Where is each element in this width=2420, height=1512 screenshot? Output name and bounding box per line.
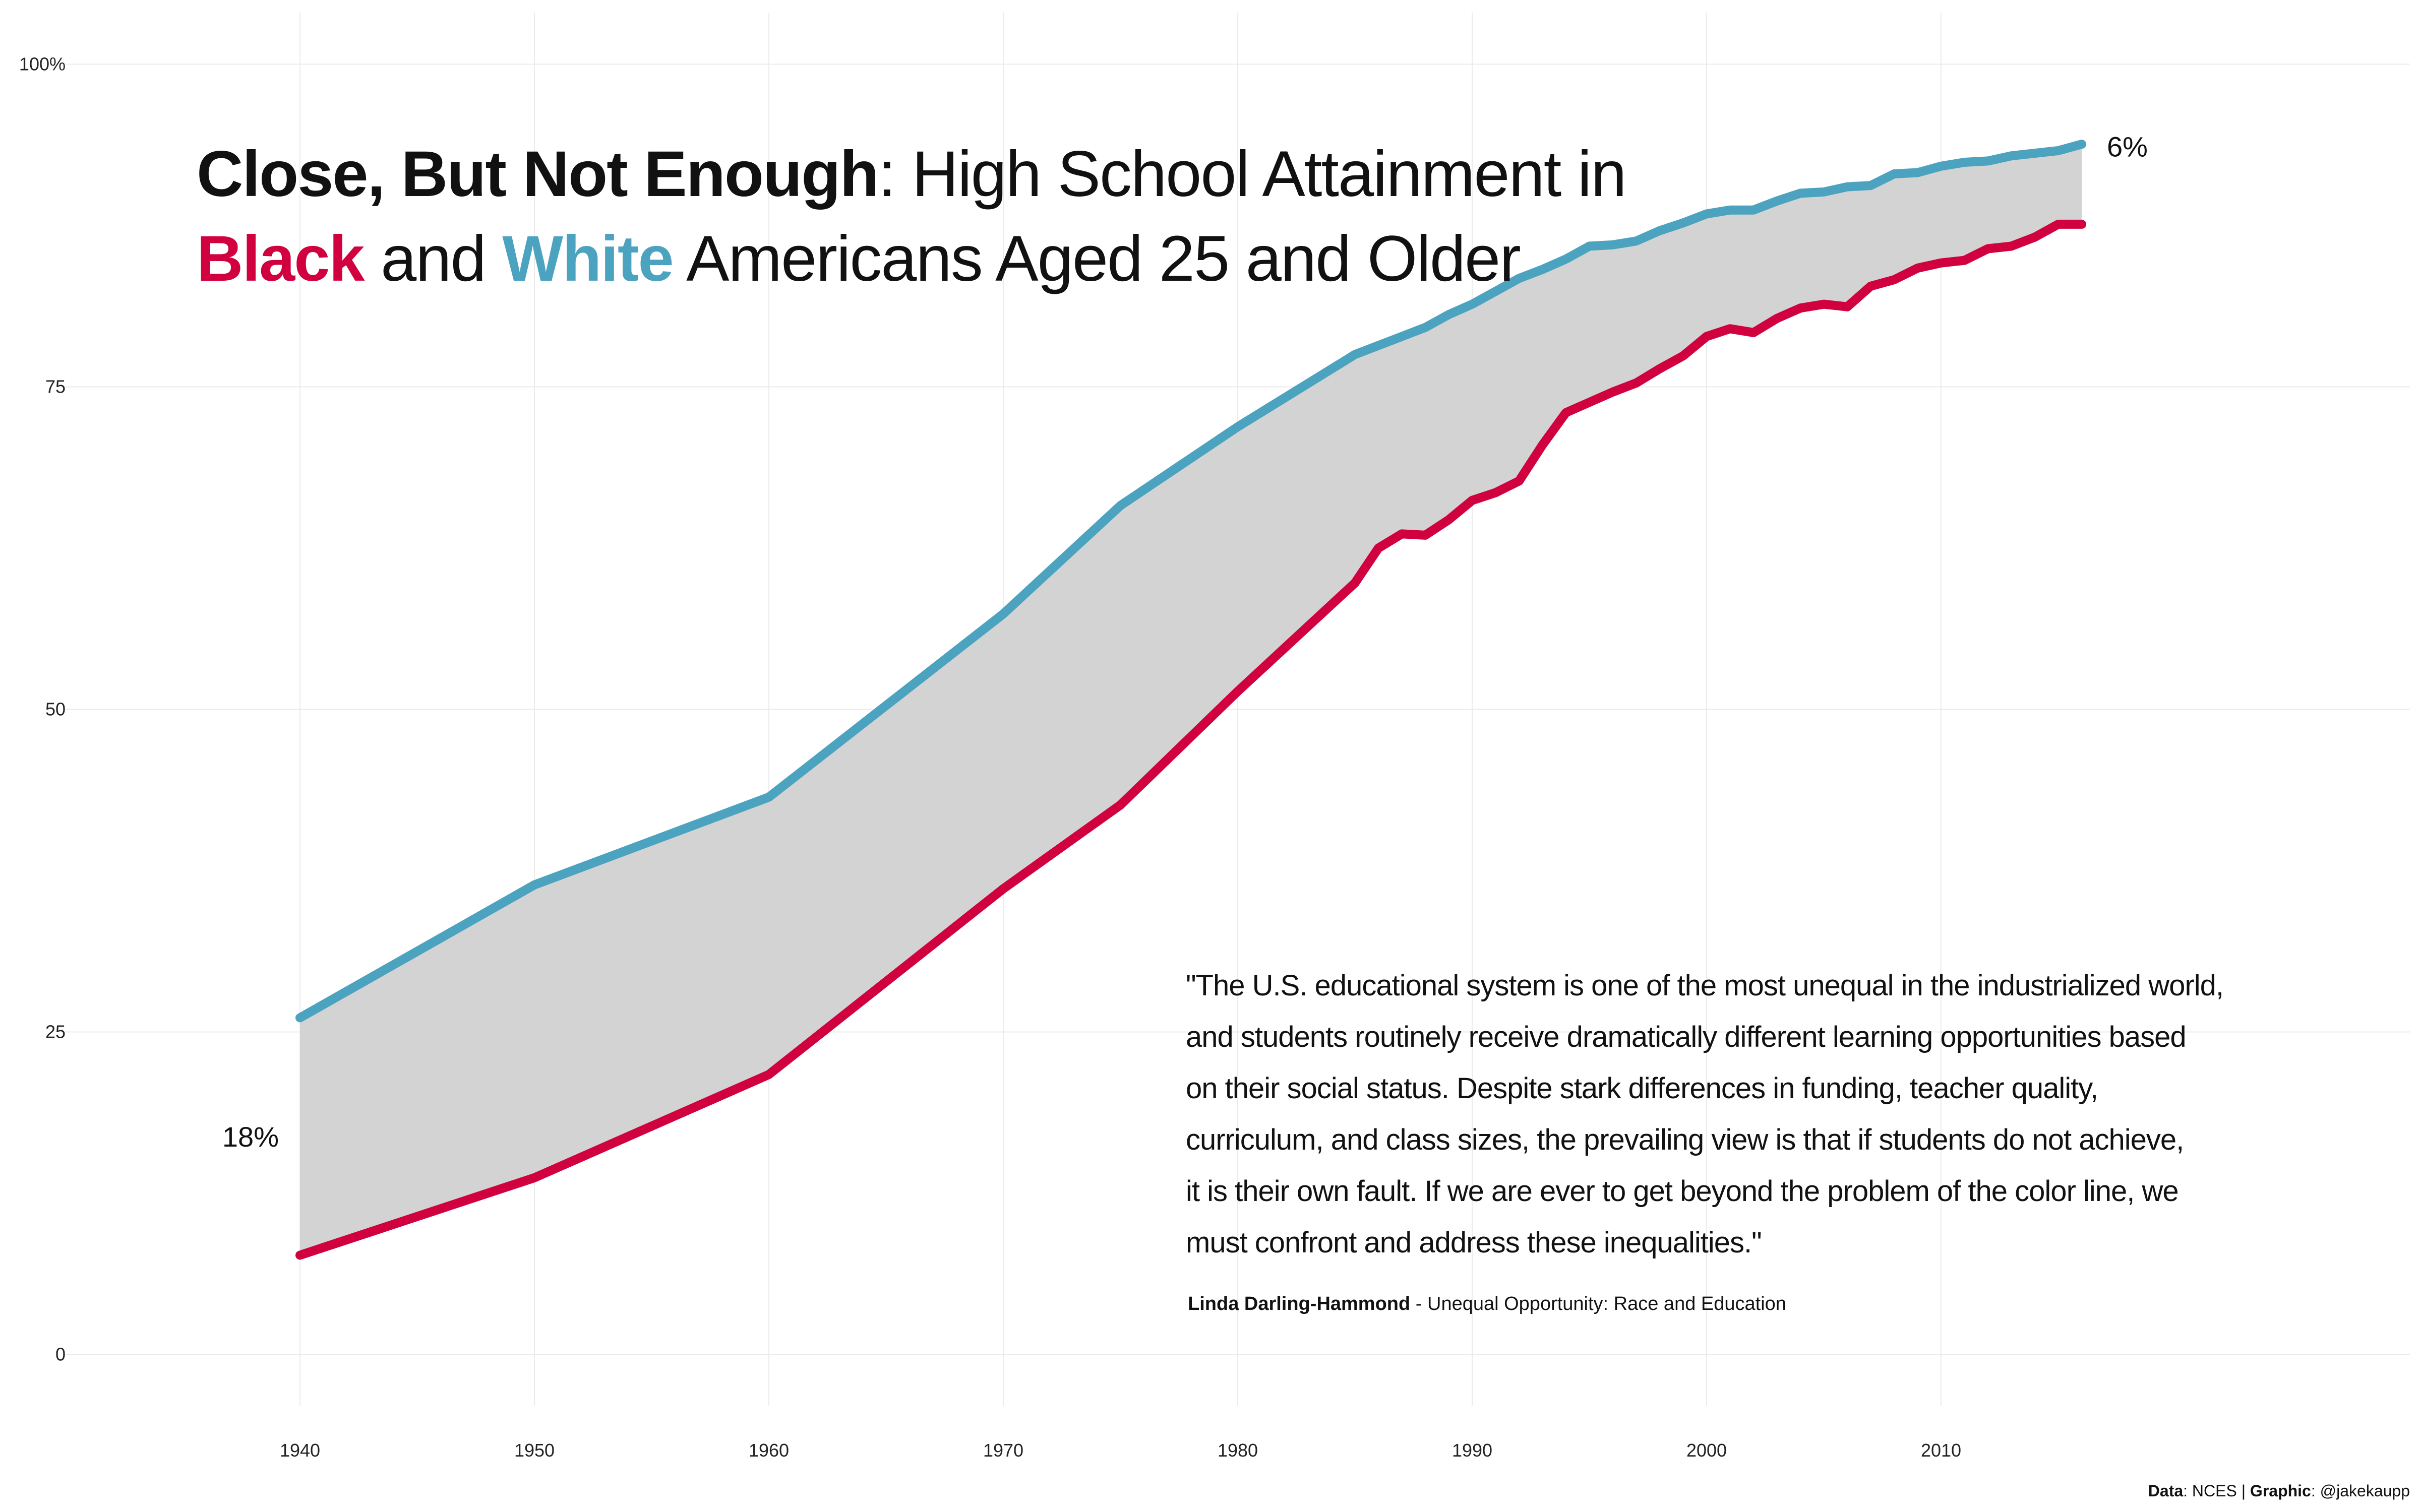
- gap-label-end: 6%: [2107, 131, 2148, 163]
- gap-ribbon: [300, 144, 2082, 1255]
- title-line-2: Black and White Americans Aged 25 and Ol…: [197, 217, 1626, 301]
- x-tick-label: 1950: [514, 1440, 555, 1461]
- gap-label-start: 18%: [222, 1121, 279, 1153]
- gridlines: [66, 13, 2410, 1406]
- title-tail: Americans Aged 25 and Older: [673, 223, 1521, 295]
- quote-block: "The U.S. educational system is one of t…: [1186, 960, 2325, 1269]
- quote-line: "The U.S. educational system is one of t…: [1186, 969, 2224, 1002]
- title-line-1: Close, But Not Enough: High School Attai…: [197, 132, 1626, 217]
- title-black-word: Black: [197, 223, 365, 295]
- series-line-white: [295, 140, 2086, 1023]
- source-note: Data: NCES | Graphic: @jakekaupp: [2148, 1482, 2410, 1500]
- quote-line: must confront and address these inequali…: [1186, 1226, 1762, 1259]
- y-tick-label: 0: [55, 1344, 66, 1365]
- quote-line: and students routinely receive dramatica…: [1186, 1021, 2187, 1053]
- y-tick-label: 50: [45, 699, 66, 720]
- gap-ribbon-layer: [300, 144, 2082, 1255]
- x-tick-label: 2010: [1921, 1440, 1961, 1461]
- x-tick-label: 1980: [1218, 1440, 1258, 1461]
- quote-author: Linda Darling-Hammond: [1188, 1293, 1411, 1314]
- title-and-word: and: [364, 223, 503, 295]
- data-value: : NCES |: [2183, 1482, 2250, 1500]
- x-tick-label: 1990: [1452, 1440, 1492, 1461]
- data-label: Data: [2148, 1482, 2184, 1500]
- quote-source: - Unequal Opportunity: Race and Educatio…: [1410, 1293, 1786, 1314]
- title-rest: : High School Attainment in: [878, 138, 1627, 210]
- x-tick-label: 1970: [983, 1440, 1023, 1461]
- title-bold: Close, But Not Enough: [197, 138, 879, 210]
- x-tick-label: 2000: [1686, 1440, 1727, 1461]
- gap-labels: 18% 6%: [222, 131, 2148, 1153]
- y-tick-label: 75: [45, 376, 66, 397]
- chart-title: Close, But Not Enough: High School Attai…: [197, 132, 1626, 301]
- graphic-value: : @jakekaupp: [2311, 1482, 2410, 1500]
- title-white-word: White: [502, 223, 674, 295]
- y-tick-label: 100%: [19, 53, 66, 74]
- quote-line: on their social status. Despite stark di…: [1186, 1072, 2098, 1105]
- quote-line: it is their own fault. If we are ever to…: [1186, 1175, 2179, 1208]
- axis-tick-labels: 1940 1950 1960 1970 1980 1990 2000 2010 0 25 50 75 1…: [19, 53, 1961, 1461]
- graphic-label: Graphic: [2250, 1482, 2311, 1500]
- y-tick-label: 25: [45, 1022, 66, 1042]
- quote-attribution: Linda Darling-Hammond - Unequal Opportun…: [1188, 1293, 1786, 1315]
- quote-line: curriculum, and class sizes, the prevail…: [1186, 1123, 2184, 1156]
- series-lines: [295, 140, 2086, 1260]
- x-tick-label: 1940: [280, 1440, 320, 1461]
- x-tick-label: 1960: [749, 1440, 789, 1461]
- series-line-black: [295, 219, 2086, 1260]
